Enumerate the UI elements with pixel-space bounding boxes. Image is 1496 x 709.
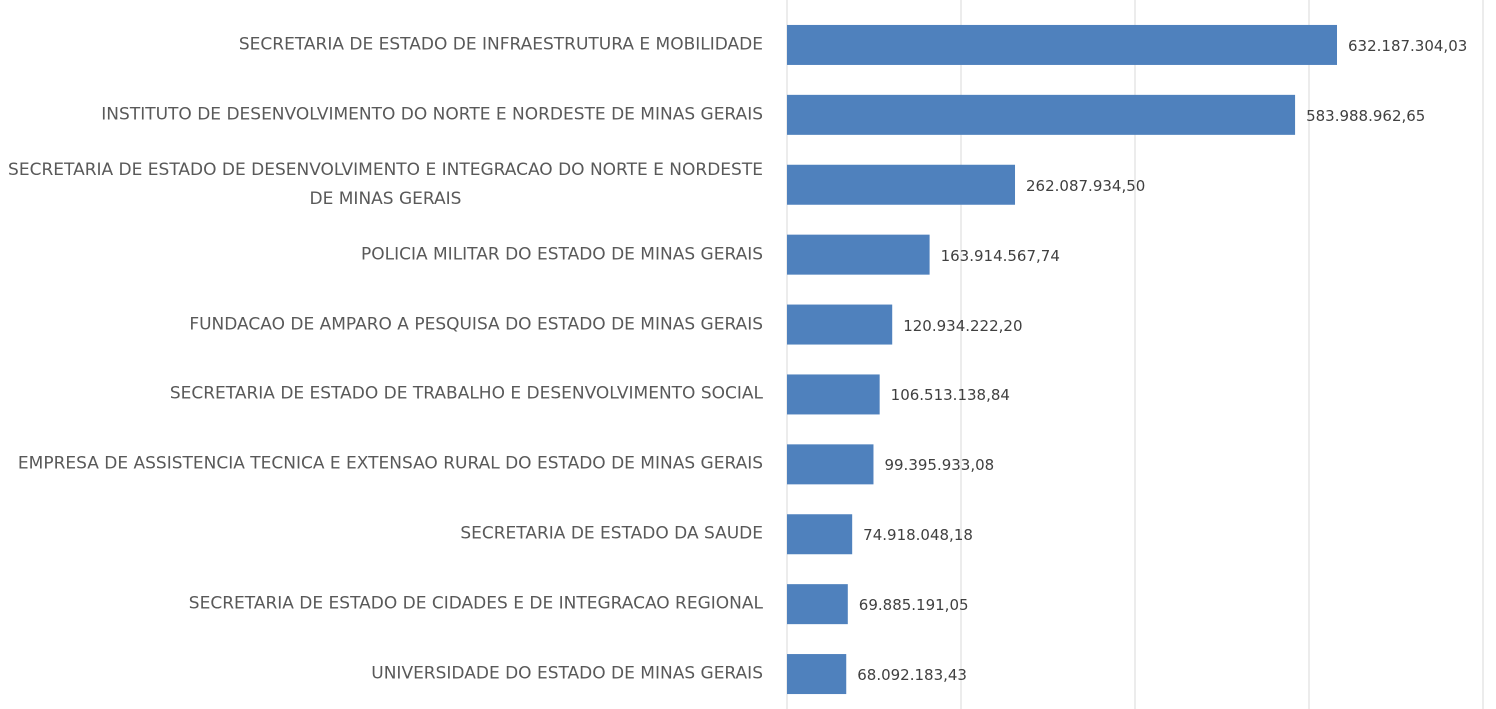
category-label: SECRETARIA DE ESTADO DA SAUDE: [460, 523, 763, 544]
value-label: 583.988.962,65: [1306, 106, 1426, 125]
bar: [787, 94, 1296, 135]
bar: [787, 304, 893, 345]
value-label: 632.187.304,03: [1348, 36, 1468, 55]
category-label: SECRETARIA DE ESTADO DE INFRAESTRUTURA E…: [238, 34, 763, 55]
bar: [787, 514, 853, 555]
bar: [787, 24, 1338, 65]
bar: [787, 164, 1016, 205]
value-label: 68.092.183,43: [857, 666, 967, 685]
category-label: INSTITUTO DE DESENVOLVIMENTO DO NORTE E …: [101, 104, 763, 125]
value-label: 74.918.048,18: [863, 526, 973, 545]
category-label: SECRETARIA DE ESTADO DE CIDADES E DE INT…: [188, 593, 763, 614]
bar: [787, 374, 880, 415]
category-label: SECRETARIA DE ESTADO DE DESENVOLVIMENTO …: [8, 159, 763, 209]
category-label: FUNDACAO DE AMPARO A PESQUISA DO ESTADO …: [189, 314, 763, 335]
category-label: UNIVERSIDADE DO ESTADO DE MINAS GERAIS: [371, 663, 763, 684]
value-label: 163.914.567,74: [940, 246, 1060, 265]
bar: [787, 444, 874, 485]
category-label: POLICIA MILITAR DO ESTADO DE MINAS GERAI…: [360, 244, 763, 265]
category-label: EMPRESA DE ASSISTENCIA TECNICA E EXTENSA…: [17, 453, 763, 474]
bar: [787, 654, 847, 695]
bar: [787, 234, 930, 275]
value-label: 120.934.222,20: [903, 316, 1023, 335]
value-label: 99.395.933,08: [884, 456, 995, 475]
category-label: SECRETARIA DE ESTADO DE TRABALHO E DESEN…: [169, 383, 763, 404]
value-label: 69.885.191,05: [858, 596, 969, 615]
bar: [787, 584, 848, 625]
value-label: 106.513.138,84: [890, 386, 1010, 405]
value-label: 262.087.934,50: [1026, 176, 1146, 195]
